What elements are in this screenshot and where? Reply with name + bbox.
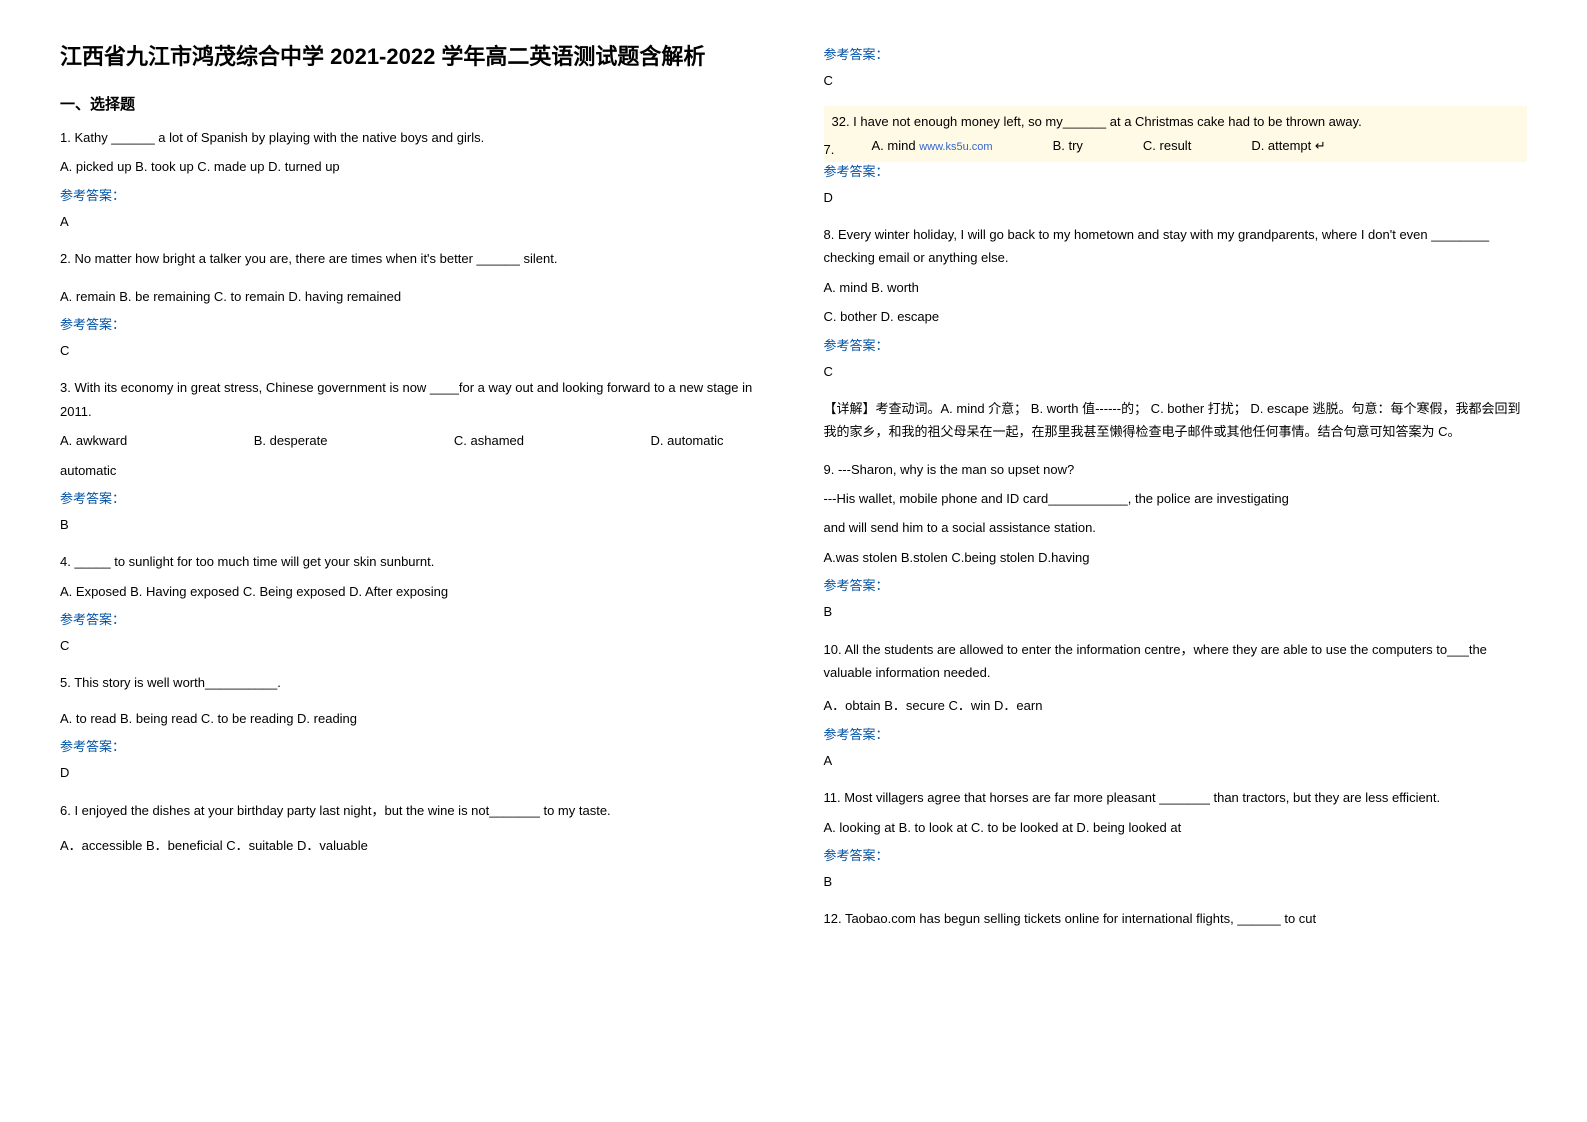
main-title: 江西省九江市鸿茂综合中学 2021-2022 学年高二英语测试题含解析 [60,40,764,73]
question-options: A. remain B. be remaining C. to remain D… [60,285,764,308]
left-column: 江西省九江市鸿茂综合中学 2021-2022 学年高二英语测试题含解析 一、选择… [60,40,764,941]
question-10: 10. All the students are allowed to ente… [824,638,1528,773]
question-7: 32. I have not enough money left, so my_… [824,106,1528,209]
answer-label: 参考答案： [60,736,764,755]
section-heading: 一、选择题 [60,93,764,114]
answer-text: C [824,69,1528,92]
question-text: 2. No matter how bright a talker you are… [60,247,764,270]
option-a: A. awkward [60,429,127,452]
answer-text: B [824,870,1528,893]
question-text: 12. Taobao.com has begun selling tickets… [824,907,1528,930]
highlight-line1: 32. I have not enough money left, so my_… [832,110,1520,133]
question-text: 11. Most villagers agree that horses are… [824,786,1528,809]
option-c: C. ashamed [454,429,524,452]
answer-text: A [60,210,764,233]
question-text: 8. Every winter holiday, I will go back … [824,223,1528,270]
opt-a-wrap: A. mind www.ks5u.com [872,134,993,158]
question-text: 1. Kathy ______ a lot of Spanish by play… [60,126,764,149]
opt-a: A. mind [872,138,916,153]
right-column: 参考答案： C 32. I have not enough money left… [824,40,1528,941]
answer-text: D [824,186,1528,209]
opt-c: C. result [1143,134,1191,158]
option-d: D. automatic [651,429,724,452]
question-options-1: A. mind B. worth [824,276,1528,299]
question-text: 10. All the students are allowed to ente… [824,638,1528,685]
question-12: 12. Taobao.com has begun selling tickets… [824,907,1528,930]
answer-text: B [60,513,764,536]
question-options: A. looking at B. to look at C. to be loo… [824,816,1528,839]
answer-text: C [824,360,1528,383]
answer-text: D [60,761,764,784]
question-4: 4. _____ to sunlight for too much time w… [60,550,764,657]
answer-text: B [824,600,1528,623]
answer-label: 参考答案： [824,44,1528,63]
answer-label: 参考答案： [824,575,1528,594]
answer-text: A [824,749,1528,772]
question-options: A. picked up B. took up C. made up D. tu… [60,155,764,178]
explanation-text: 【详解】考查动词。A. mind 介意； B. worth 值------的； … [824,397,1528,444]
option-b: B. desperate [254,429,328,452]
answer-label: 参考答案： [60,314,764,333]
question-text: 3. With its economy in great stress, Chi… [60,376,764,423]
option-d-cont: automatic [60,459,764,482]
question-text-1: 9. ---Sharon, why is the man so upset no… [824,458,1528,481]
question-5: 5. This story is well worth__________. A… [60,671,764,784]
question-options: A. awkward B. desperate C. ashamed D. au… [60,429,764,452]
question-text-3: and will send him to a social assistance… [824,516,1528,539]
question-options: A．obtain B．secure C．win D．earn [824,694,1528,717]
question-options: A.was stolen B.stolen C.being stolen D.h… [824,546,1528,569]
answer-label: 参考答案： [824,845,1528,864]
question-options: A. Exposed B. Having exposed C. Being ex… [60,580,764,603]
answer-label: 参考答案： [60,185,764,204]
question-3: 3. With its economy in great stress, Chi… [60,376,764,536]
question-9: 9. ---Sharon, why is the man so upset no… [824,458,1528,624]
question-1: 1. Kathy ______ a lot of Spanish by play… [60,126,764,233]
question-text: 6. I enjoyed the dishes at your birthday… [60,799,764,822]
page-container: 江西省九江市鸿茂综合中学 2021-2022 学年高二英语测试题含解析 一、选择… [60,40,1527,941]
opt-b: B. try [1053,134,1083,158]
answer-label: 参考答案： [60,609,764,628]
question-text: 5. This story is well worth__________. [60,671,764,694]
link-text: www.ks5u.com [919,141,992,153]
question-8: 8. Every winter holiday, I will go back … [824,223,1528,444]
opt-d: D. attempt ↵ [1251,134,1325,158]
question-options: A. to read B. being read C. to be readin… [60,707,764,730]
answer-label: 参考答案： [824,161,1528,180]
question-2: 2. No matter how bright a talker you are… [60,247,764,362]
answer-label: 参考答案： [824,724,1528,743]
question-11: 11. Most villagers agree that horses are… [824,786,1528,893]
answer-label: 参考答案： [824,335,1528,354]
answer-text: C [60,339,764,362]
answer-label: 参考答案： [60,488,764,507]
question-text-2: ---His wallet, mobile phone and ID card_… [824,487,1528,510]
question-options-2: C. bother D. escape [824,305,1528,328]
question-options: A．accessible B．beneficial C．suitable D．v… [60,834,764,857]
answer-text: C [60,634,764,657]
question-6: 6. I enjoyed the dishes at your birthday… [60,799,764,858]
question-text: 4. _____ to sunlight for too much time w… [60,550,764,573]
